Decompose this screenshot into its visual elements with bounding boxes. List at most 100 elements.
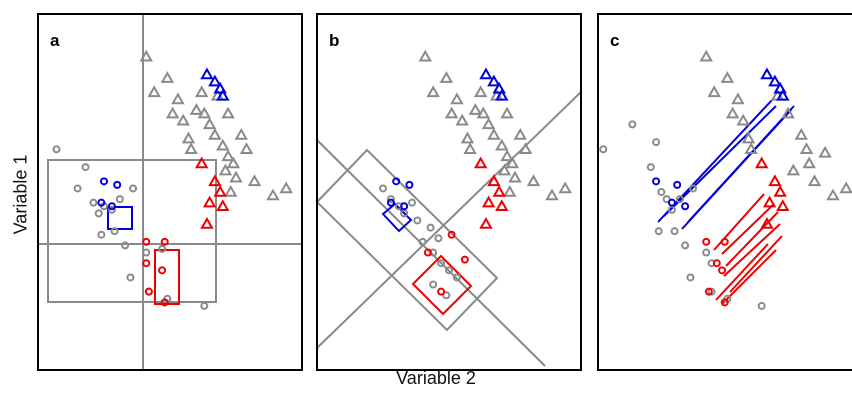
b-gray-triangle-point-18 (558, 181, 572, 194)
c-red-triangle-point-4 (776, 199, 790, 211)
b-gray-triangle-point-4 (444, 106, 459, 119)
a-gray-triangle-point-10 (208, 128, 222, 140)
b-blue-triangle-point-3 (495, 88, 509, 101)
c-gray-circle-point-3 (646, 163, 655, 172)
a-blue-triangle-point-2 (213, 81, 227, 94)
a-gray-circle-point-1 (73, 184, 82, 193)
c-red-triangle-point-0 (754, 156, 769, 169)
panel-c-red-pair-3 (725, 211, 779, 267)
y-axis-title: Variable 1 (10, 154, 31, 235)
b-gray-triangle-point-20 (500, 106, 514, 119)
b-gray-triangle-point-9 (481, 117, 496, 130)
panel-b-marks (379, 49, 572, 300)
b-gray-circle-point-14 (442, 291, 451, 300)
c-red-triangle-point-1 (768, 174, 782, 187)
c-gray-triangle-point-2 (707, 85, 721, 98)
c-gray-triangle-point-10 (799, 142, 814, 155)
b-blue-circle-point-2 (386, 198, 395, 207)
a-red-circle-point-2 (142, 259, 151, 268)
b-gray-triangle-point-25 (502, 184, 517, 197)
panel-b-frame (316, 13, 582, 371)
a-gray-circle-point-3 (89, 198, 98, 207)
b-blue-triangle-point-0 (479, 67, 493, 80)
a-gray-triangle-point-6 (181, 131, 196, 144)
b-gray-triangle-point-16 (526, 174, 541, 187)
a-gray-triangle-point-4 (165, 106, 180, 119)
c-blue-triangle-point-0 (760, 67, 774, 80)
b-gray-triangle-point-0 (418, 49, 432, 62)
c-gray-circle-point-5 (662, 195, 671, 204)
a-gray-triangle-point-11 (216, 138, 230, 151)
panel-a: a (37, 13, 303, 371)
c-red-circle-point-3 (718, 266, 727, 275)
c-red-circle-point-4 (704, 287, 713, 296)
c-gray-triangle-point-8 (781, 106, 795, 119)
b-blue-circle-point-1 (405, 180, 414, 189)
b-gray-triangle-point-8 (476, 106, 491, 119)
a-gray-circle-point-2 (81, 163, 90, 172)
c-gray-circle-point-9 (654, 227, 663, 236)
a-gray-circle-point-17 (200, 301, 209, 310)
c-gray-circle-point-0 (599, 145, 608, 154)
a-gray-triangle-point-17 (266, 188, 280, 201)
a-red-triangle-point-2 (213, 184, 227, 197)
c-gray-circle-point-1 (628, 120, 637, 129)
c-gray-circle-point-8 (689, 184, 698, 193)
b-gray-triangle-point-15 (508, 170, 522, 183)
c-red-circle-point-5 (720, 298, 729, 307)
a-red-triangle-point-5 (200, 217, 214, 229)
a-red-circle-point-5 (160, 298, 169, 307)
b-gray-triangle-point-21 (513, 128, 528, 140)
a-blue-circle-point-3 (107, 202, 116, 211)
a-blue-triangle-point-0 (200, 67, 214, 80)
a-gray-triangle-point-8 (197, 106, 212, 119)
a-gray-circle-point-4 (94, 209, 103, 218)
panel-c-frame (597, 13, 852, 371)
panel-c: c (597, 13, 852, 371)
b-gray-triangle-point-3 (450, 92, 464, 105)
c-gray-triangle-point-14 (826, 188, 840, 201)
a-gray-triangle-point-7 (189, 103, 204, 115)
a-gray-circle-point-7 (115, 195, 124, 204)
c-gray-triangle-point-16 (744, 142, 758, 155)
b-gray-circle-point-8 (418, 237, 427, 246)
c-gray-triangle-point-4 (725, 106, 740, 119)
c-gray-circle-point-7 (675, 195, 684, 204)
b-gray-triangle-point-17 (545, 188, 559, 201)
b-gray-triangle-point-12 (500, 149, 514, 162)
c-blue-circle-point-1 (673, 180, 682, 189)
b-gray-triangle-point-10 (487, 128, 501, 140)
b-red-triangle-point-2 (492, 184, 506, 197)
c-red-triangle-point-3 (762, 195, 777, 208)
b-gray-circle-point-10 (437, 259, 446, 268)
a-red-circle-point-0 (142, 237, 151, 246)
c-blue-triangle-point-2 (773, 81, 787, 94)
a-blue-circle-point-2 (97, 198, 106, 207)
b-red-triangle-point-1 (487, 174, 501, 187)
b-red-circle-point-3 (437, 287, 446, 296)
c-gray-circle-point-17 (757, 301, 766, 310)
b-gray-circle-point-1 (386, 195, 395, 204)
a-gray-circle-point-10 (110, 227, 119, 236)
b-gray-triangle-point-6 (460, 131, 475, 144)
panel-c-blue-pair-4 (687, 105, 795, 223)
a-gray-triangle-point-20 (221, 106, 235, 119)
panel-b-diagonal-b (316, 91, 582, 349)
c-gray-circle-point-10 (670, 227, 679, 236)
c-blue-triangle-point-1 (768, 74, 782, 87)
a-gray-triangle-point-12 (221, 149, 235, 162)
panel-a-label: a (50, 31, 60, 50)
b-gray-triangle-point-13 (505, 156, 520, 169)
panel-b: b (315, 13, 582, 371)
c-gray-circle-point-2 (652, 138, 661, 147)
c-gray-triangle-point-11 (802, 156, 816, 169)
a-gray-triangle-point-16 (247, 174, 262, 187)
b-blue-circle-point-0 (392, 177, 401, 186)
c-blue-circle-point-2 (667, 198, 676, 207)
b-gray-circle-point-12 (452, 273, 461, 282)
c-red-circle-point-1 (720, 237, 729, 246)
b-red-triangle-point-4 (495, 199, 509, 211)
panel-b-blue-box (381, 202, 413, 233)
b-red-circle-point-0 (423, 248, 432, 257)
